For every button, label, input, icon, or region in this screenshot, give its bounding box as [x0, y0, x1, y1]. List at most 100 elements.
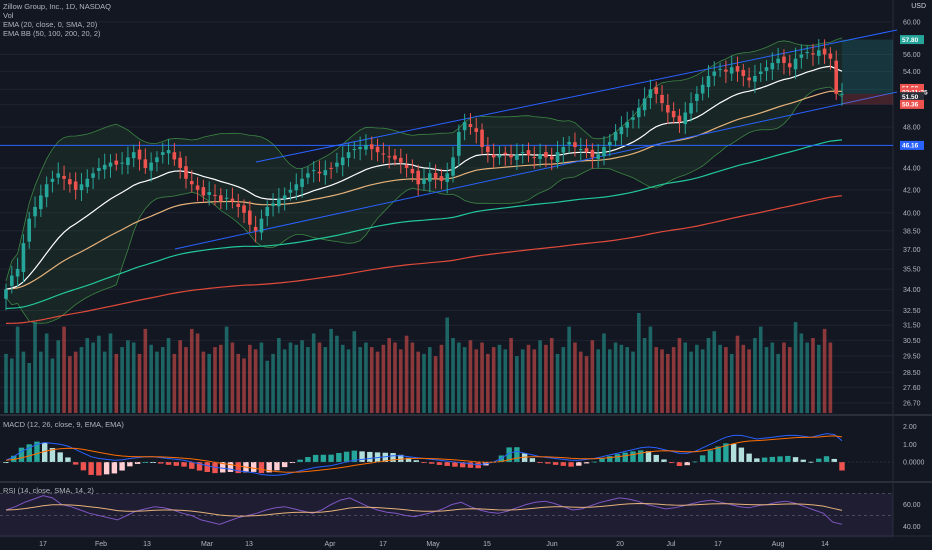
macd-histogram-bar	[684, 462, 690, 466]
candle-body	[491, 154, 496, 158]
volume-bar	[573, 342, 577, 413]
candle-body	[393, 155, 397, 160]
date-tick-label: Apr	[325, 541, 337, 548]
volume-bar	[439, 344, 444, 413]
candle-body	[364, 144, 368, 150]
macd-histogram-bar	[220, 462, 226, 473]
price-tick-label: 31.50	[903, 323, 921, 330]
macd-histogram-bar	[614, 454, 621, 463]
volume-bar	[358, 347, 362, 413]
macd-histogram-bar	[266, 462, 272, 473]
candle-body	[375, 146, 380, 153]
candle-body	[700, 84, 705, 94]
rsi-line	[5, 495, 843, 525]
volume-bar	[706, 338, 711, 413]
candle-body	[834, 60, 838, 94]
candle-body	[666, 105, 670, 113]
volume-bar	[56, 340, 61, 413]
candle-body	[201, 187, 206, 196]
macd-histogram-bar	[367, 451, 373, 463]
macd-histogram-bar	[583, 462, 590, 464]
macd-histogram-bar	[839, 462, 845, 471]
candle-body	[15, 268, 20, 277]
macd-histogram-bar	[134, 462, 141, 464]
candle-body	[306, 173, 310, 178]
stop-zone	[842, 93, 893, 105]
candle-body	[56, 173, 61, 178]
volume-bar	[491, 347, 496, 413]
candle-body	[607, 141, 612, 146]
volume-bar	[631, 351, 635, 413]
candle-body	[735, 66, 740, 72]
volume-bar	[735, 335, 740, 413]
volume-bar	[178, 340, 182, 413]
symbol-title[interactable]: Zillow Group, Inc., 1D, NASDAQ	[3, 2, 111, 11]
candle-body	[253, 226, 258, 231]
macd-histogram-bar	[196, 462, 203, 471]
volume-label[interactable]: Vol	[3, 11, 14, 20]
volume-bar	[578, 351, 583, 413]
volume-bar	[799, 333, 804, 413]
date-tick-label: 15	[483, 541, 491, 548]
price-tick-label: 38.50	[903, 228, 921, 235]
macd-histogram-bar	[312, 454, 319, 463]
candle-body	[85, 178, 90, 187]
candle-body	[230, 198, 235, 202]
macd-histogram-bar	[88, 462, 94, 475]
candle-body	[433, 172, 438, 179]
macd-histogram-bar	[127, 462, 133, 467]
volume-bar	[398, 349, 403, 413]
candle-body	[387, 156, 391, 158]
macd-histogram-bar	[638, 450, 644, 463]
volume-bar	[660, 349, 664, 413]
macd-histogram-bar	[823, 456, 830, 463]
volume-bar	[364, 342, 368, 413]
macd-histogram-bar	[676, 462, 683, 466]
candlesticks	[4, 39, 844, 311]
rsi-pane	[0, 493, 893, 538]
volume-bar	[729, 353, 734, 413]
currency-label[interactable]: USD	[911, 3, 926, 10]
candle-body	[404, 164, 409, 168]
candle-body	[428, 173, 432, 182]
macd-histogram-bar	[668, 462, 675, 464]
date-tick-label: 17	[379, 541, 387, 548]
candle-body	[207, 192, 211, 195]
rsi-label[interactable]: RSI (14, close, SMA, 14, 2)	[3, 486, 94, 495]
macd-label[interactable]: MACD (12, 26, close, 9, EMA, EMA)	[3, 420, 124, 429]
candle-body	[294, 184, 299, 191]
price-tag	[900, 140, 924, 150]
candle-body	[172, 152, 177, 160]
bb-upper-line	[5, 37, 843, 282]
volume-bar	[120, 347, 124, 413]
macd-histogram-bar	[258, 462, 265, 474]
volume-bar	[259, 342, 264, 413]
volume-bar	[201, 351, 206, 413]
candle-body	[474, 128, 479, 132]
candle-body	[68, 179, 72, 185]
candle-body	[602, 147, 606, 157]
macd-histogram-bar	[785, 455, 791, 463]
date-tick-label: 17	[39, 541, 47, 548]
macd-histogram-bar	[173, 462, 180, 466]
ema-label[interactable]: EMA (20, close, 0, SMA, 20)	[3, 20, 98, 29]
macd-histogram-bar	[576, 462, 582, 466]
price-tick-label: 32.50	[903, 308, 921, 315]
candle-body	[131, 152, 136, 159]
volume-bar	[114, 353, 119, 413]
candle-body	[398, 157, 403, 163]
volume-bar	[584, 356, 589, 413]
macd-histogram-bar	[777, 456, 783, 463]
macd-histogram-bar	[281, 462, 288, 468]
candle-body	[4, 289, 8, 299]
price-tick-label: 42.00	[903, 187, 921, 194]
volume-bar	[108, 333, 113, 413]
volume-bar	[271, 353, 275, 413]
macd-histogram-bar	[715, 446, 721, 463]
volume-bar	[486, 353, 490, 413]
volume-bar	[91, 342, 95, 413]
volume-bar	[288, 342, 293, 413]
emabb-label[interactable]: EMA BB (50, 100, 200, 20, 2)	[3, 29, 101, 38]
macd-histogram-bar	[343, 451, 350, 463]
